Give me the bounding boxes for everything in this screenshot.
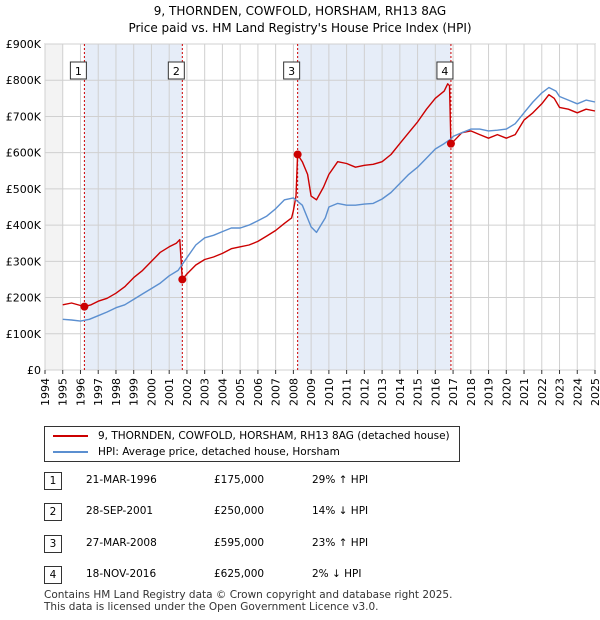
sale-hpi: 23% ↑ HPI (312, 537, 369, 549)
x-tick-label: 1999 (128, 378, 141, 406)
x-tick-label: 2017 (447, 378, 460, 406)
sale-price: £250,000 (214, 505, 265, 517)
x-tick-label: 1997 (92, 378, 105, 406)
series-lines (62, 83, 596, 322)
x-axis: 1994 1995 1996 1997 1998 1999 2000 2001 2002 2003… (39, 370, 600, 406)
sale-point (293, 150, 302, 159)
x-tick-label: 2023 (554, 378, 567, 406)
sale-number: 3 (44, 535, 62, 553)
table-row: 1 21-MAR-1996 £175,000 29% ↑ HPI (44, 472, 464, 492)
sale-label-box (167, 61, 185, 80)
x-tick-label: 2014 (394, 378, 407, 406)
x-tick-label: 2011 (341, 378, 354, 406)
sale-label-boxes: 1 2 3 4 (69, 61, 454, 80)
x-tick-label: 2024 (571, 378, 584, 406)
table-row: 2 28-SEP-2001 £250,000 14% ↓ HPI (44, 503, 464, 523)
x-tick-label: 2015 (412, 378, 425, 406)
y-tick-label: £300K (6, 255, 42, 268)
x-tick-label: 2008 (287, 378, 300, 406)
chart-subtitle: Price paid vs. HM Land Registry's House … (128, 21, 471, 35)
sale-points (80, 139, 455, 311)
legend-label-property: 9, THORNDEN, COWFOLD, HORSHAM, RH13 8AG … (98, 430, 450, 442)
sale-label-number: 2 (173, 65, 180, 78)
sale-label-box (436, 61, 454, 80)
x-tick-label: 2006 (252, 378, 265, 406)
x-tick-label: 2003 (199, 378, 212, 406)
x-tick-label: 2010 (323, 378, 336, 406)
grid-lines (44, 43, 596, 371)
sale-price: £175,000 (214, 474, 265, 486)
x-tick-label: 2016 (429, 378, 442, 406)
x-tick-label: 2020 (500, 378, 513, 406)
sale-label-box (283, 61, 301, 80)
footer-notice: Contains HM Land Registry data © Crown c… (44, 589, 452, 613)
x-tick-label: 2009 (305, 378, 318, 406)
sale-number: 2 (44, 503, 62, 521)
sale-point (80, 302, 89, 311)
sale-price: £625,000 (214, 568, 265, 580)
x-tick-label: 2001 (163, 378, 176, 406)
y-tick-label: £500K (6, 183, 42, 196)
sale-number: 4 (44, 566, 62, 584)
legend-swatch-property (53, 435, 88, 437)
sale-label-number: 3 (288, 65, 295, 78)
x-tick-label: 2005 (234, 378, 247, 406)
table-row: 4 18-NOV-2016 £625,000 2% ↓ HPI (44, 566, 464, 586)
chart-title: 9, THORNDEN, COWFOLD, HORSHAM, RH13 8AG (154, 4, 446, 18)
sale-date: 18-NOV-2016 (86, 568, 157, 580)
legend-item-hpi: HPI: Average price, detached house, Hors… (53, 444, 340, 460)
x-tick-label: 1996 (74, 378, 87, 406)
sale-point (446, 139, 455, 148)
table-row: 3 27-MAR-2008 £595,000 23% ↑ HPI (44, 535, 464, 555)
property-price-line (62, 83, 596, 308)
x-tick-label: 1995 (57, 378, 70, 406)
x-tick-label: 2004 (216, 378, 229, 406)
x-tick-label: 2025 (589, 378, 600, 406)
sale-date: 28-SEP-2001 (86, 505, 154, 517)
legend-label-hpi: HPI: Average price, detached house, Hors… (98, 446, 340, 458)
sale-label-number: 1 (75, 65, 82, 78)
sale-point (178, 275, 187, 284)
price-chart: 9, THORNDEN, COWFOLD, HORSHAM, RH13 8AG … (6, 4, 600, 406)
x-tick-label: 2018 (465, 378, 478, 406)
hpi-line (62, 86, 596, 322)
sale-label-number: 4 (441, 65, 448, 78)
sale-hpi: 29% ↑ HPI (312, 474, 369, 486)
x-tick-label: 2002 (181, 378, 194, 406)
y-tick-label: £900K (6, 38, 42, 51)
sale-price: £595,000 (214, 537, 265, 549)
y-tick-label: £800K (6, 74, 42, 87)
y-tick-label: £400K (6, 219, 42, 232)
x-tick-label: 2007 (270, 378, 283, 406)
y-tick-label: £600K (6, 147, 42, 160)
sale-number: 1 (44, 472, 62, 490)
y-tick-label: £0 (27, 364, 41, 377)
pre-data-region (45, 44, 63, 370)
footer-line-licence: This data is licensed under the Open Gov… (44, 601, 379, 613)
sale-date: 27-MAR-2008 (86, 537, 157, 549)
footer-line-copyright: Contains HM Land Registry data © Crown c… (44, 589, 453, 601)
sale-label-box (69, 61, 87, 80)
sale-hpi: 14% ↓ HPI (312, 505, 369, 517)
sale-hpi: 2% ↓ HPI (312, 568, 362, 580)
legend: 9, THORNDEN, COWFOLD, HORSHAM, RH13 8AG … (44, 426, 460, 462)
x-tick-label: 1994 (39, 378, 52, 406)
x-tick-label: 2019 (483, 378, 496, 406)
y-tick-label: £700K (6, 110, 42, 123)
y-axis: £0 £100K £200K £300K £400K £500K £600K £700K £80… (6, 38, 42, 377)
x-tick-label: 2012 (358, 378, 371, 406)
y-tick-label: £200K (6, 292, 42, 305)
x-tick-label: 1998 (110, 378, 123, 406)
legend-item-property: 9, THORNDEN, COWFOLD, HORSHAM, RH13 8AG … (53, 428, 450, 444)
y-tick-label: £100K (6, 328, 42, 341)
legend-swatch-hpi (53, 451, 88, 453)
sale-date: 21-MAR-1996 (86, 474, 157, 486)
x-tick-label: 2013 (376, 378, 389, 406)
x-tick-label: 2022 (536, 378, 549, 406)
x-tick-label: 2021 (518, 378, 531, 406)
x-tick-label: 2000 (145, 378, 158, 406)
shaded-band (297, 44, 451, 370)
